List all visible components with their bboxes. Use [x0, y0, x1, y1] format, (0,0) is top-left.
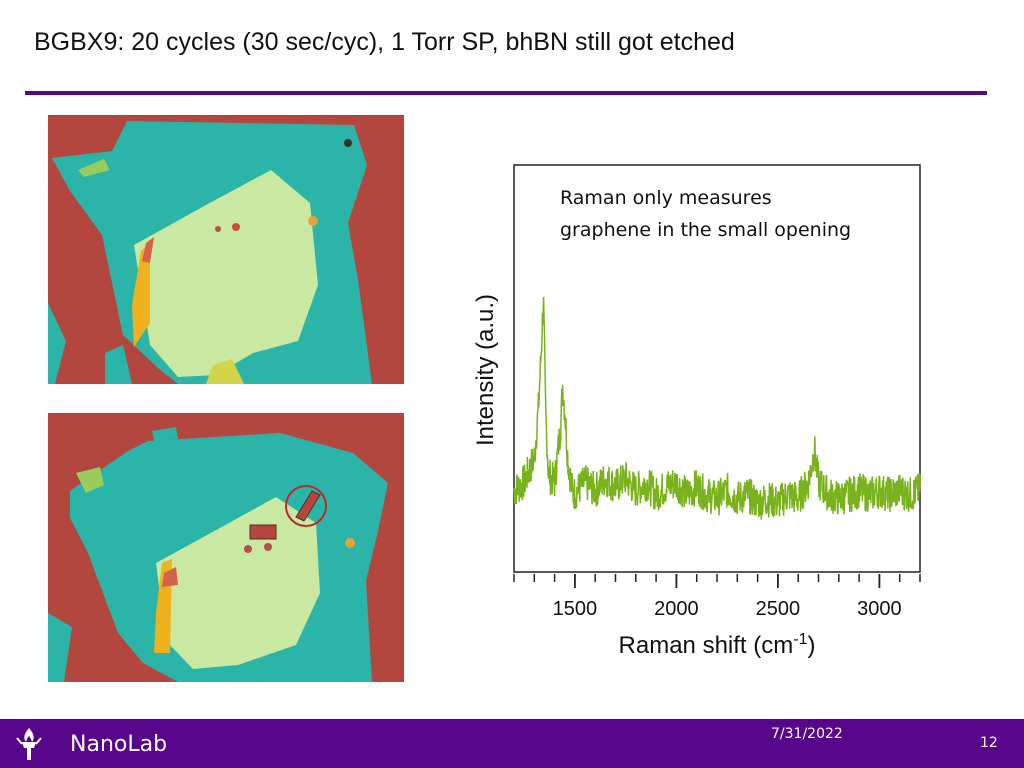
chart-annotation-line-1: Raman only measures [560, 187, 772, 209]
slide-date: 7/31/2022 [771, 726, 843, 742]
raman-chart-svg: 1500 2000 2500 3000 Raman only measures gra… [472, 164, 921, 659]
page-number: 12 [980, 735, 998, 751]
y-axis-label: Intensity (a.u.) [472, 294, 499, 446]
title-divider [25, 91, 987, 95]
footer-bar: NanoLab 7/31/2022 12 [0, 719, 1024, 768]
highlight-circle [285, 485, 327, 527]
raman-chart: 1500 2000 2500 3000 Raman only measures gra… [464, 160, 934, 675]
brand-name: NanoLab [70, 732, 168, 757]
x-axis-label: Raman shift (cm-1) [619, 631, 816, 659]
micrograph-before [48, 115, 404, 384]
x-tick-label: 3000 [857, 598, 902, 620]
raman-spectrum-line [513, 296, 921, 520]
x-tick-label: 2000 [654, 598, 699, 620]
x-tick-label: 2500 [756, 598, 801, 620]
torch-logo-icon [16, 728, 42, 760]
x-tick-label: 1500 [553, 598, 598, 620]
micrograph-after-image [48, 413, 404, 682]
micrograph-after [48, 413, 404, 682]
slide-title: BGBX9: 20 cycles (30 sec/cyc), 1 Torr SP… [34, 28, 735, 56]
chart-annotation-line-2: graphene in the small opening [560, 219, 851, 241]
micrograph-before-image [48, 115, 404, 384]
